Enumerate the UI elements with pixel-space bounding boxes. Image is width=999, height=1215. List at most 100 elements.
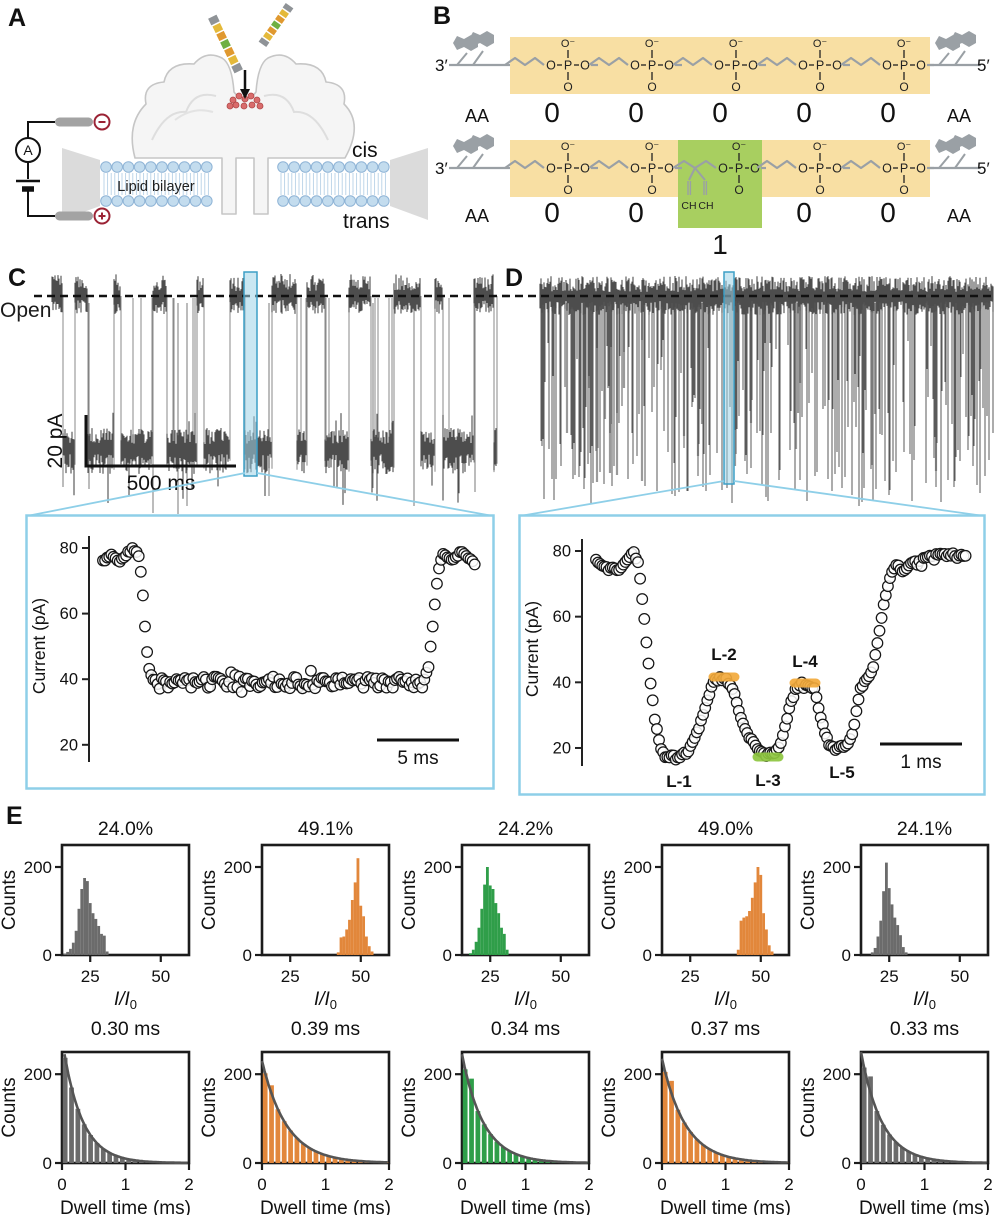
exp-fit-line <box>460 1053 588 1164</box>
svg-text:0: 0 <box>443 946 452 965</box>
hist-title: 24.1% <box>897 818 952 840</box>
plot-frame <box>60 843 191 957</box>
three-prime-label: 3′ <box>435 56 448 75</box>
svg-text:1: 1 <box>521 1175 530 1194</box>
svg-text:O⁻: O⁻ <box>732 141 747 153</box>
aa-label: AA <box>947 206 971 226</box>
svg-text:0: 0 <box>243 946 252 965</box>
svg-text:0: 0 <box>457 1175 466 1194</box>
svg-text:CH: CH <box>698 200 713 212</box>
hist-title: 0.34 ms <box>491 1018 561 1040</box>
electrode-top <box>55 117 93 127</box>
svg-text:60: 60 <box>553 608 571 626</box>
svg-text:P: P <box>900 59 908 73</box>
svg-text:O: O <box>916 162 926 176</box>
exp-fit-line <box>260 1060 388 1164</box>
svg-text:O: O <box>882 59 892 73</box>
histogram-dwell-2: 0.39 ms Counts 0 200 0 1 2 Dwell time (ms) <box>200 1018 394 1215</box>
svg-text:P: P <box>816 59 824 73</box>
lipid-bilayer-label: Lipid bilayer <box>117 179 195 195</box>
five-prime-label: 5′ <box>977 159 990 178</box>
svg-text:O: O <box>664 162 674 176</box>
svg-text:P: P <box>816 162 824 176</box>
level-label: L-2 <box>711 645 737 664</box>
panel-label-b: B <box>433 2 452 30</box>
scalebar-label: 1 ms <box>900 752 941 773</box>
plot-frame <box>859 1050 990 1165</box>
circuit-wires <box>27 121 55 217</box>
hist-bars <box>736 867 774 955</box>
hist-bars <box>62 1057 182 1163</box>
phosphate-unit: O P O O⁻ O <box>840 141 934 197</box>
svg-text:2: 2 <box>384 1175 393 1194</box>
unit-code-label: 0 <box>880 97 896 128</box>
y-axis-label: Current (pA) <box>522 601 542 697</box>
y-axis-label: Counts <box>400 1077 420 1137</box>
svg-text:50: 50 <box>351 967 370 986</box>
svg-text:0: 0 <box>643 946 652 965</box>
panel-a-nanopore-schematic: Lipid bilayer A cis trans <box>15 2 428 233</box>
svg-text:200: 200 <box>424 1065 452 1084</box>
svg-text:O⁻: O⁻ <box>813 38 828 50</box>
cis-label: cis <box>352 139 378 162</box>
constriction-residues <box>226 92 264 110</box>
adenine-bases <box>453 31 494 66</box>
svg-text:O: O <box>563 80 572 94</box>
unit-code-label: 0 <box>712 97 728 128</box>
svg-text:O⁻: O⁻ <box>645 38 660 50</box>
svg-text:O: O <box>714 59 724 73</box>
svg-text:O: O <box>832 162 842 176</box>
hist-bars <box>469 867 509 955</box>
x-axis-label: I/I0 <box>913 989 936 1012</box>
phosphate-unit: O P O O⁻ O <box>756 38 850 94</box>
x-axis-label: I/I0 <box>714 989 737 1012</box>
five-prime-label: 5′ <box>977 56 990 75</box>
panel-c-current-trace: 20 pA 500 ms <box>34 271 498 514</box>
svg-text:25: 25 <box>281 967 300 986</box>
event-data-points <box>97 542 481 698</box>
x-axis-label: I/I0 <box>114 989 137 1012</box>
svg-text:50: 50 <box>751 967 770 986</box>
svg-text:25: 25 <box>481 967 500 986</box>
histogram-blockade-3: 24.2% Counts 0 200 25 50 I/I0 <box>400 818 591 1012</box>
svg-text:O: O <box>630 162 640 176</box>
svg-text:25: 25 <box>681 967 700 986</box>
histogram-dwell-3: 0.34 ms Counts 0 200 0 1 2 Dwell time (ms) <box>400 1018 594 1215</box>
exp-fit-line <box>63 1053 188 1165</box>
svg-text:0: 0 <box>643 1154 652 1173</box>
svg-text:200: 200 <box>823 858 851 877</box>
trans-label: trans <box>343 210 390 233</box>
phosphate-unit: O P O O⁻ O <box>672 38 766 94</box>
y-axis-label: Counts <box>799 1077 819 1137</box>
dna-strand <box>207 13 244 75</box>
level-label: L-3 <box>755 771 781 790</box>
svg-text:2: 2 <box>784 1175 793 1194</box>
plot-frame <box>660 1050 791 1165</box>
svg-text:60: 60 <box>60 605 78 623</box>
modified-unit-box <box>678 140 762 228</box>
svg-text:P: P <box>648 162 656 176</box>
svg-text:O: O <box>563 183 572 197</box>
zoom-highlight <box>723 271 735 485</box>
svg-text:O: O <box>580 162 590 176</box>
dna-strand <box>257 2 295 48</box>
svg-text:0: 0 <box>43 1154 52 1173</box>
hist-title: 49.0% <box>698 818 753 840</box>
plot-frame <box>260 1050 391 1165</box>
svg-text:O: O <box>664 59 674 73</box>
svg-text:20: 20 <box>60 736 78 754</box>
svg-text:200: 200 <box>624 858 652 877</box>
svg-text:200: 200 <box>624 1065 652 1084</box>
unit-code-label: 0 <box>544 97 560 128</box>
level-label: L-4 <box>792 652 818 671</box>
histogram-blockade-1: 24.0% Counts 0 200 25 50 I/I0 <box>0 818 191 1012</box>
svg-text:A: A <box>23 142 33 158</box>
lipid-bilayer <box>100 161 213 207</box>
hist-bars <box>870 862 908 955</box>
svg-text:O⁻: O⁻ <box>561 38 576 50</box>
x-axis-label: Dwell time (ms) <box>660 1198 791 1215</box>
hist-title: 49.1% <box>298 818 353 840</box>
lipid-bilayer <box>277 161 390 207</box>
